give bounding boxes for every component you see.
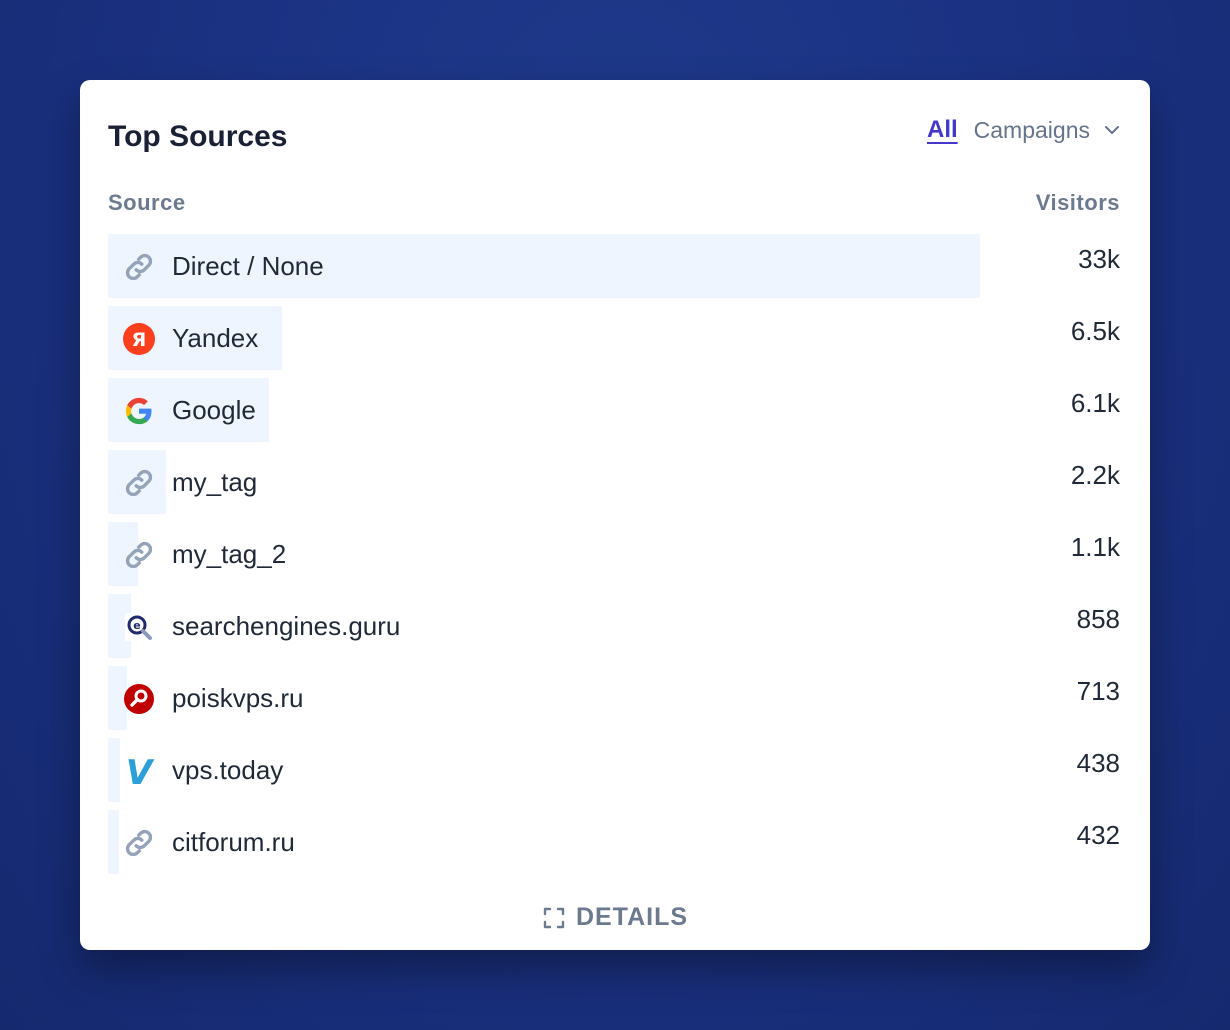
source-share-bar [108,450,166,514]
source-label: searchengines.guru [172,611,401,641]
source-row[interactable]: Direct / None 33k [108,234,1120,298]
link-icon [122,466,156,500]
top-sources-card: Top Sources All Campaigns Source Visitor… [80,80,1150,950]
sources-list: Direct / None 33k Я Yandex 6.5k Google 6.1k my_… [108,234,1120,882]
source-row[interactable]: Google 6.1k [108,378,1120,442]
visitor-count: 438 [1076,748,1120,778]
source-row[interactable]: e searchengines.guru 858 [108,594,1120,658]
source-label: Google [172,395,256,425]
poiskvps-icon [122,682,156,716]
source-label: poiskvps.ru [172,683,304,713]
column-header-visitors: Visitors [1035,190,1120,215]
link-icon [122,538,156,572]
source-share-bar [108,738,120,802]
svg-text:e: e [133,619,140,632]
expand-icon [543,907,565,928]
visitor-count: 1.1k [1070,532,1120,562]
link-icon [122,250,156,284]
source-label: my_tag_2 [172,539,287,569]
source-label: vps.today [172,755,284,785]
visitor-count: 6.1k [1070,388,1120,418]
source-share-bar [108,810,119,874]
source-share-bar [108,594,131,658]
tab-campaigns-dropdown[interactable]: Campaigns [974,117,1122,144]
source-share-bar [108,234,980,298]
yandex-icon: Я [122,322,156,356]
source-tabs: All Campaigns [927,116,1122,144]
source-label: Yandex [172,323,259,353]
searchengines-icon: e [122,610,156,644]
tab-all[interactable]: All [926,116,958,143]
svg-text:V: V [126,754,155,788]
visitor-count: 33k [1078,244,1120,274]
google-icon [122,394,156,428]
source-row[interactable]: poiskvps.ru 713 [108,666,1120,730]
source-row[interactable]: citforum.ru 432 [108,810,1120,874]
column-header-source: Source [108,190,186,215]
visitor-count: 858 [1076,604,1120,634]
source-label: my_tag [172,467,258,497]
chevron-down-icon [1105,126,1119,134]
tab-campaigns-label: Campaigns [973,116,1090,143]
source-row[interactable]: Я Yandex 6.5k [108,306,1120,370]
source-row[interactable]: my_tag 2.2k [108,450,1120,514]
vps-today-icon: V [122,754,156,788]
source-row[interactable]: my_tag_2 1.1k [108,522,1120,586]
svg-text:Я: Я [132,329,147,351]
source-share-bar [108,666,127,730]
card-title: Top Sources [108,120,288,153]
source-label: citforum.ru [172,827,295,857]
visitor-count: 2.2k [1070,460,1120,490]
visitor-count: 432 [1076,820,1120,850]
source-label: Direct / None [172,251,324,281]
source-share-bar [108,378,269,442]
link-icon [122,826,156,860]
visitor-count: 6.5k [1070,316,1120,346]
visitor-count: 713 [1076,676,1120,706]
details-button[interactable]: DETAILS [80,903,1150,932]
details-label: DETAILS [575,903,689,931]
